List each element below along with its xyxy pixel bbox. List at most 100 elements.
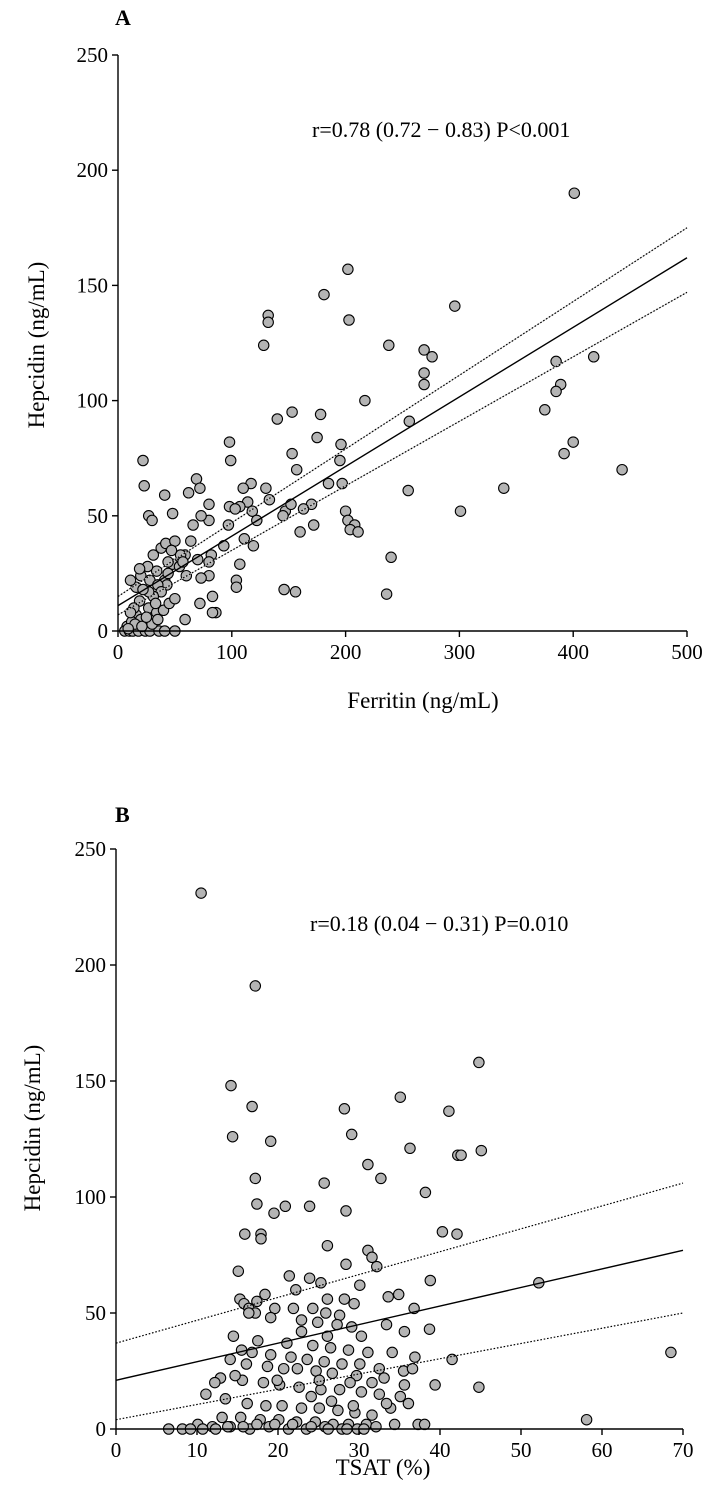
panel-a-data-point	[286, 406, 298, 418]
panel-a-y-tick-label: 0	[98, 619, 109, 643]
panel-b-data-point	[252, 1335, 264, 1347]
panel-b-data-point	[303, 1272, 316, 1284]
panel-b-data-point	[301, 1353, 313, 1366]
panel-a-data-point	[385, 551, 397, 564]
panel-a-x-tick-label: 100	[216, 640, 248, 664]
panel-b-data-point	[290, 1284, 302, 1296]
panel-b-data-point	[355, 1386, 368, 1398]
panel-b-data-point	[342, 1344, 355, 1356]
panel-a-data-point	[567, 436, 579, 448]
panel-a-y-tick-label: 50	[87, 504, 108, 528]
panel-b-data-point	[324, 1342, 337, 1354]
panel-b-data-point	[375, 1172, 387, 1185]
panel-b-data-point	[255, 1233, 267, 1245]
panel-b-ci-upper-line	[115, 1182, 684, 1344]
panel-a-y-tick-label: 250	[77, 43, 109, 67]
panel-a-data-point	[289, 586, 302, 598]
panel-a-data-point	[498, 482, 510, 494]
panel-a-data-point	[229, 503, 241, 515]
panel-a-data-point	[418, 344, 430, 356]
panel-b-data-point	[451, 1228, 463, 1240]
panel-a-data-point	[418, 367, 430, 379]
panel-b-data-point	[394, 1390, 407, 1403]
panel-a-data-point	[257, 339, 270, 352]
panel-b-data-point	[268, 1207, 280, 1219]
panel-b-data-point	[580, 1413, 593, 1426]
panel-a-data-point	[307, 519, 320, 531]
panel-a-data-point	[152, 613, 164, 626]
panel-a-data-point	[568, 187, 581, 199]
panel-a-x-tick-label: 200	[330, 640, 362, 664]
panel-b-data-point	[398, 1379, 411, 1391]
panel-b-data-point	[239, 1228, 251, 1240]
panel-b-data-point	[291, 1362, 304, 1375]
panel-a-x-tick-label: 500	[671, 640, 703, 664]
panel-b-label: B	[115, 802, 130, 827]
panel-b-data-point	[392, 1288, 405, 1301]
panel-b-data-point	[378, 1372, 390, 1384]
panel-b-data-point	[307, 1339, 319, 1352]
panel-b-data-point	[246, 1100, 258, 1113]
panel-a-data-point	[149, 597, 162, 610]
panel-b-data-point	[271, 1374, 283, 1387]
panel-b-data-point	[281, 1337, 293, 1349]
panel-a-ci-lower-line	[117, 291, 688, 616]
panel-a-x-tick-label: 400	[557, 640, 589, 664]
panel-b-data-point	[366, 1376, 378, 1389]
panel-a-data-point	[166, 507, 179, 520]
panel-a-points	[119, 187, 628, 637]
panel-b-data-point	[224, 1353, 236, 1366]
panel-b-data-point	[380, 1318, 393, 1331]
panel-a-x-axis-label: Ferritin (ng/mL)	[347, 688, 498, 713]
panel-b-data-point	[303, 1200, 316, 1213]
panel-a-data-point	[334, 454, 346, 467]
panel-a-data-point	[124, 574, 137, 587]
panel-b-data-point	[320, 1307, 332, 1319]
panel-b-data-point	[473, 1381, 485, 1393]
panel-a-data-point	[587, 351, 600, 363]
panel-b-data-point	[345, 1128, 358, 1141]
panel-b-y-tick-label: 250	[75, 837, 107, 861]
panel-a-data-point	[182, 487, 195, 499]
panel-b-data-point	[243, 1307, 255, 1319]
panel-a-data-point	[195, 572, 207, 584]
panel-a-ci-upper-halo	[117, 227, 688, 597]
panel-b-data-point	[285, 1351, 297, 1363]
panel-b-data-point	[216, 1411, 228, 1424]
panel-a-y-tick-label: 150	[77, 273, 109, 297]
panel-b-x-tick-label: 40	[430, 1438, 451, 1462]
panel-b-data-point	[406, 1362, 419, 1375]
panel-b-x-tick-label: 60	[592, 1438, 613, 1462]
panel-a-data-point	[185, 535, 197, 547]
panel-a-data-point	[133, 563, 146, 575]
panel-b-data-point	[269, 1418, 281, 1431]
panel-b-data-point	[455, 1149, 467, 1161]
panel-b-data-point	[436, 1226, 449, 1238]
panel-a-data-point	[278, 583, 290, 596]
panel-b-ci-lower-line	[115, 1312, 684, 1421]
panel-b-data-point	[259, 1288, 271, 1301]
panel-b-y-tick-label: 50	[85, 1301, 106, 1325]
panel-b-data-point	[287, 1302, 300, 1315]
panel-a-data-point	[146, 514, 158, 527]
panel-b-regression-line	[115, 1249, 684, 1381]
panel-a: A r=0.78 (0.72 − 0.83) P<0.001 0 50 100 150…	[24, 5, 703, 713]
panel-b-data-point	[313, 1402, 326, 1414]
panel-a-data-point	[206, 606, 219, 619]
panel-b-data-point	[264, 1349, 277, 1361]
panel-b-data-point	[237, 1420, 249, 1433]
panel-a-data-point	[383, 339, 395, 352]
panel-a-data-point	[402, 484, 414, 497]
panel-b-data-point	[475, 1144, 488, 1157]
panel-a-data-point	[380, 588, 393, 600]
panel-a-data-point	[336, 477, 348, 490]
panel-a-data-point	[195, 510, 207, 522]
panel-b-x-tick-label: 10	[187, 1438, 208, 1462]
panel-a-data-point	[223, 436, 236, 448]
panel-a-data-point	[187, 519, 199, 531]
panel-b-data-point	[251, 1418, 263, 1431]
panel-a-data-point	[140, 611, 153, 623]
panel-a-data-point	[165, 544, 178, 557]
panel-b-data-point	[315, 1277, 327, 1289]
